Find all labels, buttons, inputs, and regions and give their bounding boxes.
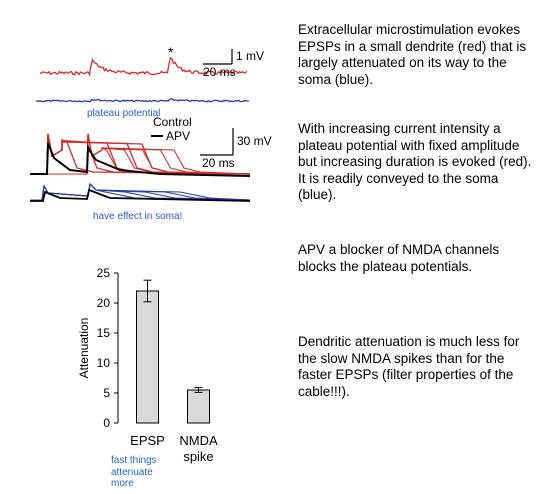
scale-bar-2-amplitude: 30 mV [237, 134, 272, 148]
paragraph-epsp-attenuation: Extracellular microstimulation evokes EP… [298, 22, 527, 87]
y-tick-label: 25 [97, 266, 111, 280]
y-tick-label: 0 [103, 416, 110, 430]
y-tick-label: 20 [97, 296, 111, 310]
paragraph-plateau-potential: With increasing current intensity a plat… [298, 121, 532, 202]
soma-effect-note: have effect in soma! [93, 211, 183, 222]
apv-soma-trace [30, 188, 251, 202]
chart-note-line-3: more [111, 478, 134, 489]
stimulus-star: * [168, 44, 174, 60]
bar [136, 290, 159, 424]
y-tick-label: 5 [103, 386, 110, 400]
y-tick-label: 10 [97, 356, 111, 370]
apv-label: APV [166, 129, 190, 143]
chart-note-line-2: attenuate [111, 466, 153, 478]
plateau-potential-label: plateau potential [87, 108, 160, 119]
control-label: Control [153, 115, 192, 129]
bar [187, 389, 210, 424]
traces-figure: * 1 mV 20 ms plateau potential Control A… [30, 44, 272, 202]
chart-note-line-1: fast things [111, 455, 157, 466]
scale-bar-2: 30 mV 20 ms [200, 128, 272, 170]
paragraph-apv: APV a blocker of NMDA channels blocks th… [298, 242, 500, 274]
y-tick-label: 15 [97, 326, 111, 340]
apv-trace [30, 142, 251, 177]
scale-bar-1: 1 mV 20 ms [203, 49, 264, 79]
x-tick-label: NMDA [179, 433, 218, 448]
y-axis-label: Attenuation [77, 318, 91, 379]
chart-note: fast things attenuate more [111, 455, 157, 490]
paragraph-dendritic-attenuation: Dendritic attenuation is much less for t… [298, 334, 520, 399]
x-tick-label: EPSP [130, 433, 165, 448]
scale-bar-1-amplitude: 1 mV [236, 49, 264, 63]
x-tick-label: spike [183, 449, 213, 464]
dendrite-epsp-trace [39, 56, 248, 77]
scale-bar-1-time: 20 ms [203, 65, 236, 79]
scale-bar-2-time: 20 ms [202, 156, 235, 170]
soma-epsp-trace [35, 98, 249, 103]
